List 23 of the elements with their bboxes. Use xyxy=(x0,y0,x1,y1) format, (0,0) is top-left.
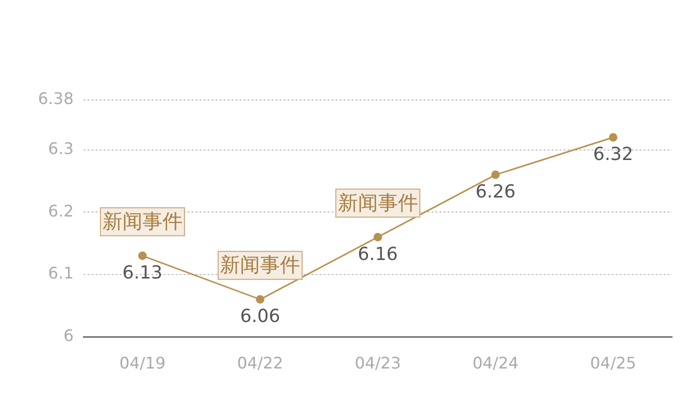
annotation: 新闻事件 xyxy=(338,190,418,214)
y-tick-label: 6.2 xyxy=(48,201,74,220)
point xyxy=(256,295,264,304)
point xyxy=(138,252,147,260)
data-label: 6.13 xyxy=(122,262,162,284)
data-label: 6.26 xyxy=(475,181,516,202)
x-tick-label: 04/19 xyxy=(119,354,166,373)
point xyxy=(491,170,500,180)
data-label: 6.16 xyxy=(358,244,398,265)
x-tick-label: 04/23 xyxy=(354,354,401,373)
y-tick-label: 6.1 xyxy=(48,264,74,283)
y-tick-label: 6 xyxy=(63,326,74,345)
point xyxy=(374,232,382,242)
y-tick-label: 6.3 xyxy=(48,139,74,158)
annotation: 新闻事件 xyxy=(102,208,182,233)
x-tick-label: 04/24 xyxy=(472,354,519,373)
annotation: 新闻事件 xyxy=(220,252,300,277)
x-tick-label: 04/22 xyxy=(237,354,284,373)
y-tick-label: 6.38 xyxy=(38,89,74,108)
point xyxy=(608,133,618,142)
data-label: 6.32 xyxy=(593,144,634,166)
data-label: 6.06 xyxy=(240,306,280,328)
x-tick-label: 04/25 xyxy=(590,354,636,373)
